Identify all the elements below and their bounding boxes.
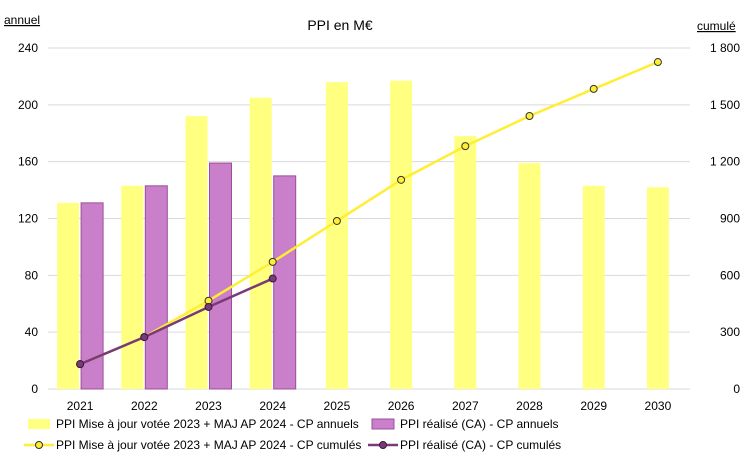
left-tick-label: 120 (18, 212, 38, 226)
bar-plan-annual (185, 116, 208, 389)
cumulative-plan-point (461, 142, 470, 151)
left-tick-label: 40 (25, 325, 39, 339)
legend-marker (35, 441, 43, 449)
legend-label: PPI réalisé (CA) - CP annuels (400, 417, 559, 431)
right-tick-label: 1 200 (710, 155, 740, 169)
right-tick-label: 600 (720, 268, 740, 282)
x-tick-label: 2028 (516, 399, 543, 413)
x-tick-label: 2023 (195, 399, 222, 413)
chart-title: PPI en M€ (307, 17, 373, 33)
x-tick-label: 2025 (324, 399, 351, 413)
left-tick-label: 200 (18, 98, 38, 112)
left-tick-label: 240 (18, 41, 38, 55)
cumulative-plan-point (589, 84, 598, 93)
legend-label: PPI Mise à jour votée 2023 + MAJ AP 2024… (56, 438, 361, 452)
bar-plan-annual (646, 187, 669, 389)
left-tick-label: 160 (18, 155, 38, 169)
cumulative-actual-point (140, 333, 149, 342)
x-tick-label: 2029 (580, 399, 607, 413)
legend: PPI Mise à jour votée 2023 + MAJ AP 2024… (24, 417, 561, 452)
x-tick-label: 2024 (259, 399, 286, 413)
bar-plan-annual (390, 80, 413, 389)
x-tick-label: 2027 (452, 399, 479, 413)
left-axis-label: annuel (4, 13, 40, 27)
cumulative-plan-line (79, 60, 659, 366)
bar-actual-annual (273, 175, 297, 390)
right-tick-label: 1 800 (710, 41, 740, 55)
left-tick-label: 0 (31, 382, 38, 396)
cumulative-plan-point (525, 112, 534, 121)
cumulative-plan-point (397, 175, 406, 184)
left-tick-label: 80 (25, 268, 39, 282)
bar-plan-annual (325, 82, 348, 389)
bar-plan-annual (57, 202, 80, 389)
right-axis-label: cumulé (697, 19, 736, 33)
legend-swatch (28, 419, 50, 429)
legend-label: PPI réalisé (CA) - CP cumulés (400, 438, 561, 452)
legend-swatch (371, 418, 395, 430)
cumulative-plan-point (332, 216, 341, 225)
x-tick-label: 2026 (388, 399, 415, 413)
cumulative-actual-line (79, 277, 274, 366)
bar-actual-annual (144, 185, 168, 390)
right-tick-label: 900 (720, 212, 740, 226)
bar-plan-annual (518, 163, 541, 389)
cumulative-plan-point (653, 58, 662, 67)
bar-plan-annual (582, 185, 605, 389)
right-tick-label: 1 500 (710, 98, 740, 112)
right-tick-label: 300 (720, 325, 740, 339)
legend-label: PPI Mise à jour votée 2023 + MAJ AP 2024… (56, 417, 359, 431)
bar-actual-annual (209, 162, 232, 390)
cumulative-plan-point (268, 257, 277, 266)
x-tick-label: 2022 (131, 399, 158, 413)
right-axis-ticks: 0 300 600 900 1 200 1 500 1 800 (710, 41, 740, 396)
bar-plan-annual (121, 185, 144, 389)
legend-marker (379, 441, 387, 449)
cumulative-actual-point (268, 274, 277, 283)
lines (76, 58, 662, 369)
x-axis-ticks: 2021 2022 2023 2024 2025 2026 2027 2028 2029 2030 (67, 399, 672, 413)
bar-actual-annual (80, 202, 104, 390)
x-tick-label: 2021 (67, 399, 94, 413)
bar-plan-annual (454, 136, 477, 389)
x-tick-label: 2030 (645, 399, 672, 413)
right-tick-label: 0 (733, 382, 740, 396)
bars (57, 80, 669, 390)
left-axis-ticks: 0 40 80 120 160 200 240 (18, 41, 38, 396)
bar-plan-annual (249, 97, 272, 390)
cumulative-actual-point (204, 302, 213, 311)
cumulative-actual-point (76, 360, 85, 369)
